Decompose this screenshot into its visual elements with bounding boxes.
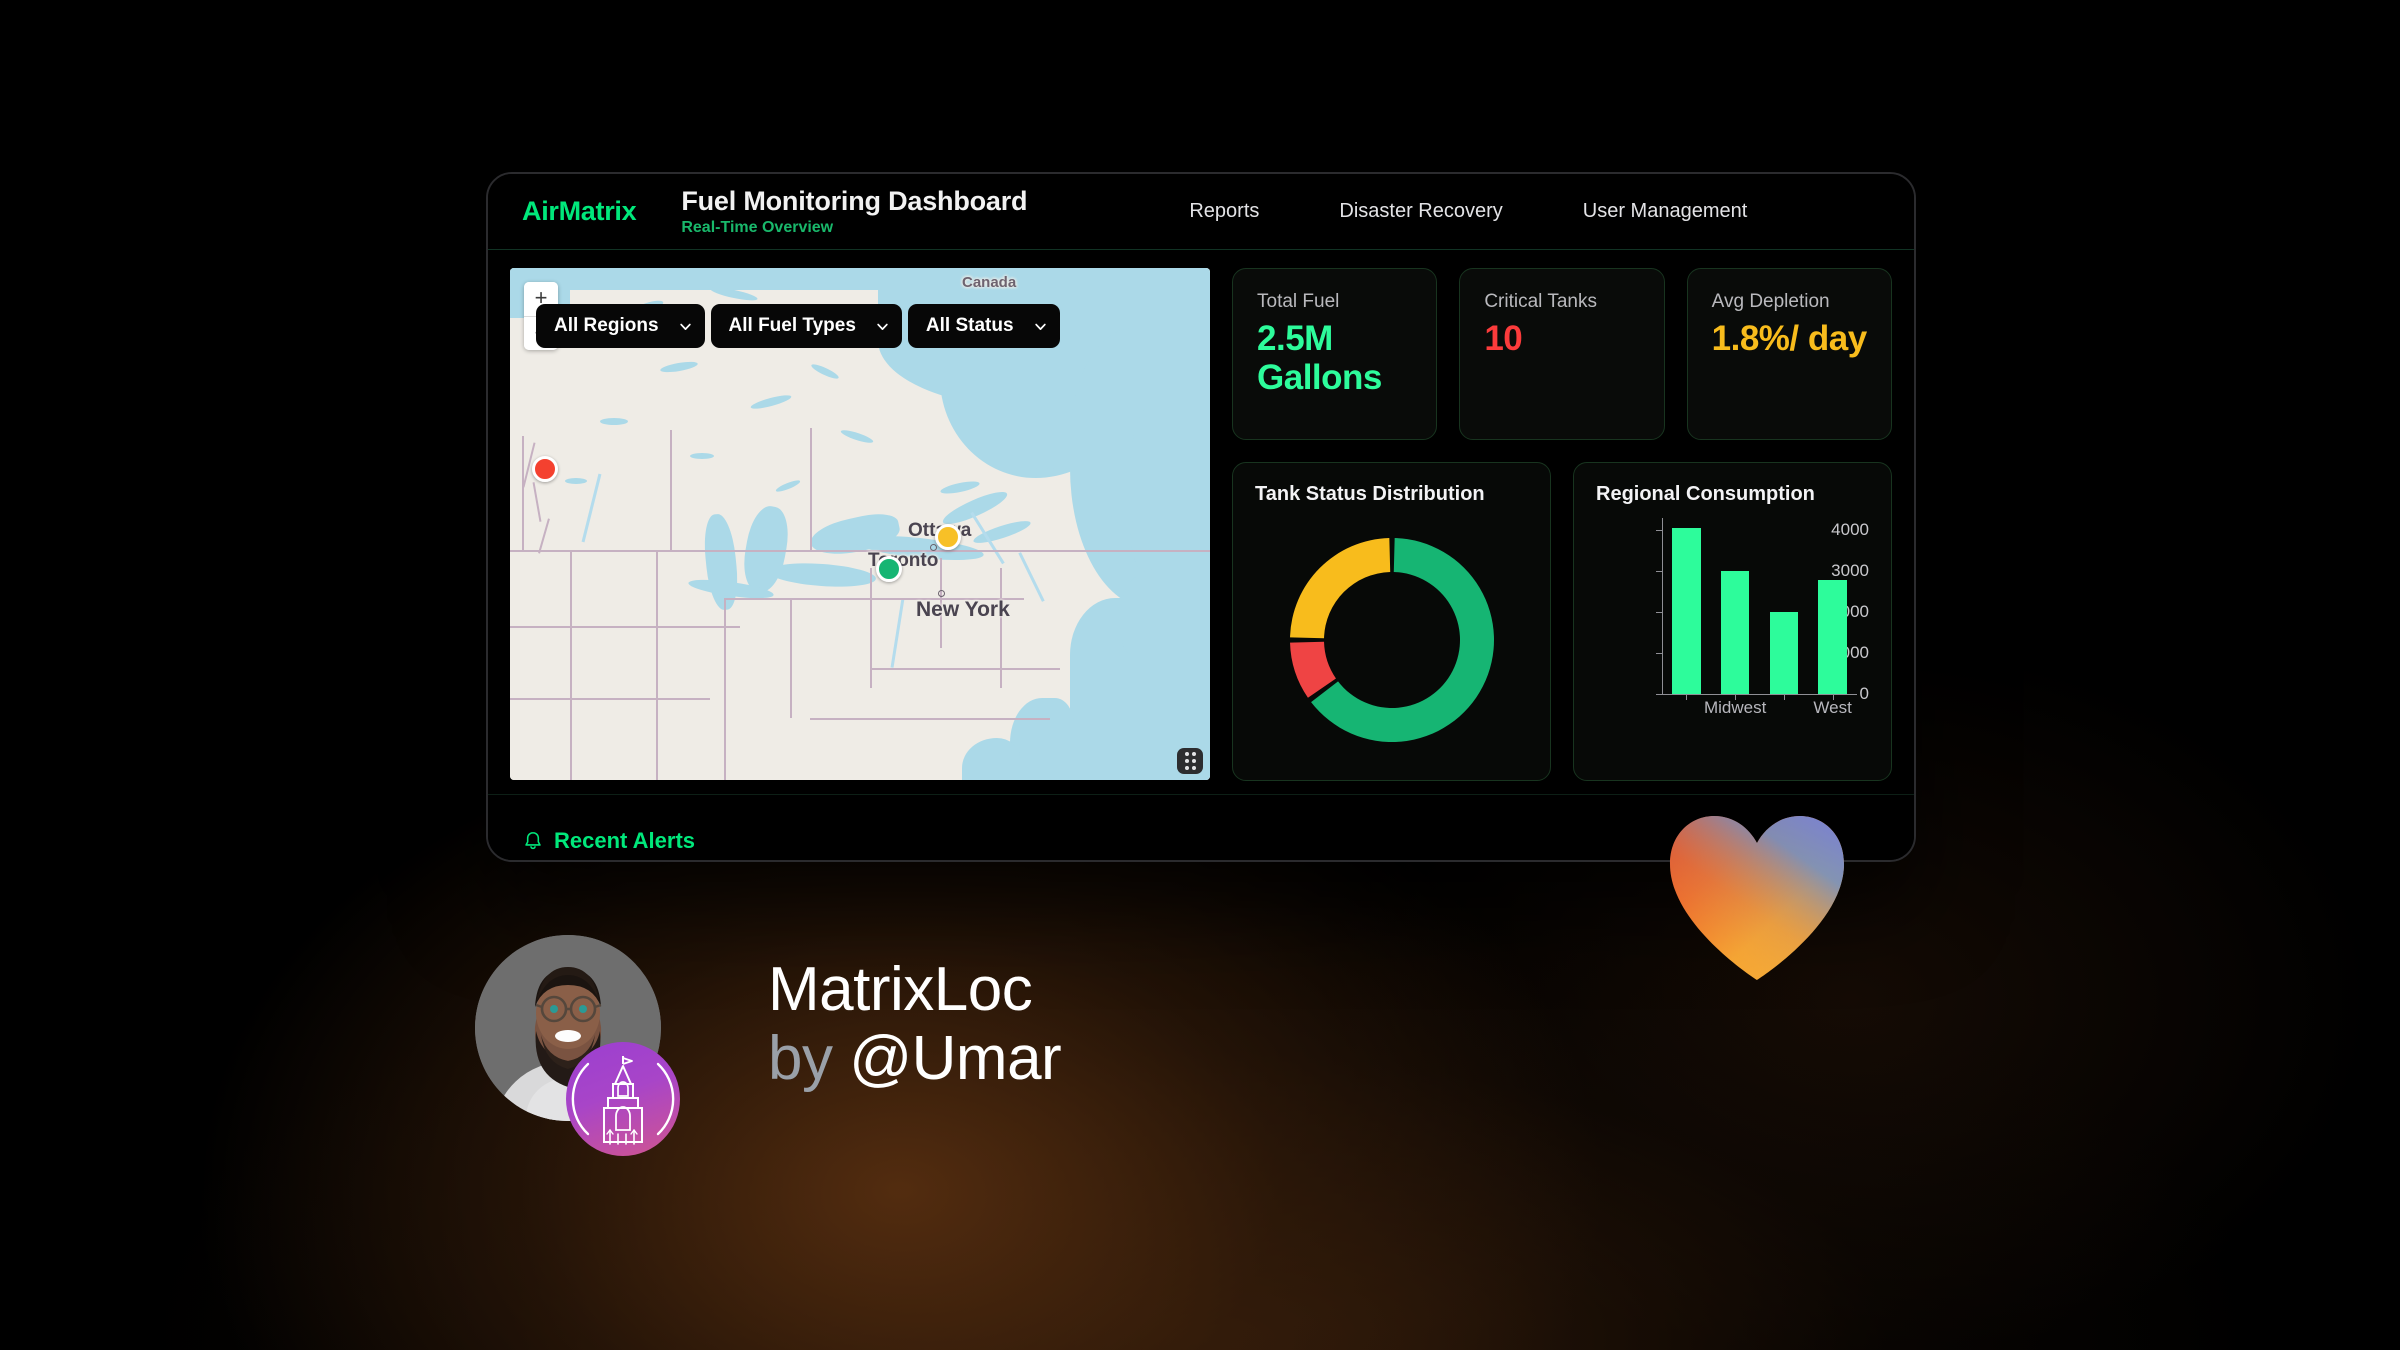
tank-marker-normal[interactable]	[876, 556, 902, 582]
project-name: MatrixLoc	[768, 955, 1033, 1024]
chevron-down-icon	[679, 323, 691, 330]
grip-dots-icon	[1184, 752, 1196, 770]
donut-slice-warning[interactable]	[1289, 538, 1390, 639]
y-axis-tick	[1656, 571, 1662, 573]
recent-alerts-title: Recent Alerts	[554, 827, 696, 853]
y-axis-tick	[1656, 612, 1662, 614]
tank-marker-warning[interactable]	[935, 524, 961, 550]
chevron-down-icon	[1034, 323, 1046, 330]
chart-row: Tank Status Distribution Regional Consum…	[1232, 462, 1892, 781]
main-nav: Reports Disaster Recovery User Managemen…	[1149, 200, 1787, 223]
page-title: Fuel Monitoring Dashboard	[681, 185, 1028, 216]
y-axis-line	[1662, 518, 1663, 694]
dashboard-body: Canada Ottawa Toronto New York + − All R…	[488, 250, 1914, 781]
stat-value: 10	[1484, 319, 1523, 358]
stat-label: Critical Tanks	[1484, 291, 1597, 312]
region-filter-value: All Regions	[554, 315, 659, 336]
page-subtitle: Real-Time Overview	[681, 219, 834, 237]
map-label-new-york: New York	[916, 598, 1010, 621]
right-column: Total Fuel 2.5M Gallons Critical Tanks 1…	[1232, 268, 1892, 781]
donut-chart-svg	[1289, 538, 1494, 742]
app-header: AirMatrix Fuel Monitoring Dashboard Real…	[488, 174, 1914, 250]
regional-consumption-chart-card: Regional Consumption 0 1000 2000 3000 4000 Mi…	[1573, 462, 1892, 781]
y-axis-tick	[1656, 694, 1662, 695]
y-axis-tick-label: 4000	[1831, 520, 1869, 540]
byline: MatrixLoc by @Umar	[768, 955, 1062, 1094]
chevron-down-icon	[877, 323, 888, 330]
status-filter-value: All Status	[925, 315, 1014, 336]
badge-logo	[566, 1042, 680, 1156]
donut-slice-critical[interactable]	[1289, 641, 1336, 698]
app-window: AirMatrix Fuel Monitoring Dashboard Real…	[486, 172, 1916, 862]
y-axis-tick-label: 3000	[1831, 561, 1869, 581]
fuel-type-filter-select[interactable]: All Fuel Types	[710, 304, 902, 348]
map-panel[interactable]: Canada Ottawa Toronto New York + − All R…	[510, 268, 1210, 780]
y-axis-tick	[1656, 530, 1662, 532]
nav-link-reports[interactable]: Reports	[1149, 200, 1299, 223]
chart-title: Tank Status Distribution	[1255, 483, 1485, 505]
bar-south[interactable]	[1769, 612, 1798, 694]
stat-card-row: Total Fuel 2.5M Gallons Critical Tanks 1…	[1232, 268, 1892, 440]
bar-chart[interactable]: 0 1000 2000 3000 4000 Midwest West	[1596, 512, 1869, 722]
x-axis-tick-label: Midwest	[1703, 698, 1767, 717]
tower-icon	[571, 1056, 675, 1145]
map-label-canada: Canada	[962, 274, 1017, 291]
title-block: Fuel Monitoring Dashboard Real-Time Over…	[681, 186, 1027, 237]
brand-logo[interactable]: AirMatrix	[522, 196, 637, 226]
x-axis-tick	[1832, 694, 1834, 700]
heart-graphic	[1670, 816, 1844, 980]
chart-title: Regional Consumption	[1596, 483, 1815, 505]
stat-card-total-fuel: Total Fuel 2.5M Gallons	[1232, 268, 1438, 440]
x-axis-line	[1662, 694, 1857, 695]
byline-author-handle: @Umar	[849, 1024, 1062, 1094]
donut-chart[interactable]	[1255, 512, 1528, 760]
byline-author-line: by @Umar	[768, 1024, 1062, 1094]
region-filter-select[interactable]: All Regions	[536, 304, 705, 348]
stat-value: 1.8%/ day	[1711, 319, 1868, 358]
x-axis-tick	[1735, 694, 1737, 700]
stat-card-avg-depletion: Avg Depletion 1.8%/ day	[1686, 268, 1892, 440]
y-axis-tick-label: 0	[1859, 684, 1869, 703]
stat-label: Total Fuel	[1257, 291, 1340, 312]
fuel-type-filter-value: All Fuel Types	[728, 315, 856, 336]
bell-icon	[525, 831, 541, 849]
x-axis-tick-label: West	[1813, 698, 1852, 717]
map-resize-handle[interactable]	[1177, 748, 1203, 774]
map-filter-bar: All Regions All Fuel Types All Status	[536, 304, 1060, 348]
stat-card-critical-tanks: Critical Tanks 10	[1459, 268, 1665, 440]
bar-midwest[interactable]	[1720, 571, 1750, 694]
y-axis-tick	[1656, 653, 1662, 655]
city-dot-new-york	[938, 590, 945, 597]
tank-status-chart-card: Tank Status Distribution	[1232, 462, 1551, 781]
bar-west[interactable]	[1818, 580, 1847, 694]
stat-label: Avg Depletion	[1711, 291, 1830, 312]
stat-value: 2.5M Gallons	[1257, 319, 1382, 398]
x-axis-tick	[1783, 694, 1785, 700]
nav-link-user-management[interactable]: User Management	[1543, 200, 1788, 223]
bar-northeast[interactable]	[1672, 528, 1701, 694]
byline-by-label: by	[768, 1024, 833, 1094]
status-filter-select[interactable]: All Status	[907, 304, 1060, 348]
x-axis-tick	[1686, 694, 1688, 700]
tank-marker-critical[interactable]	[532, 456, 558, 482]
donut-slice-normal[interactable]	[1310, 538, 1494, 742]
city-dot-ottawa	[930, 544, 937, 551]
nav-link-disaster-recovery[interactable]: Disaster Recovery	[1299, 200, 1542, 223]
